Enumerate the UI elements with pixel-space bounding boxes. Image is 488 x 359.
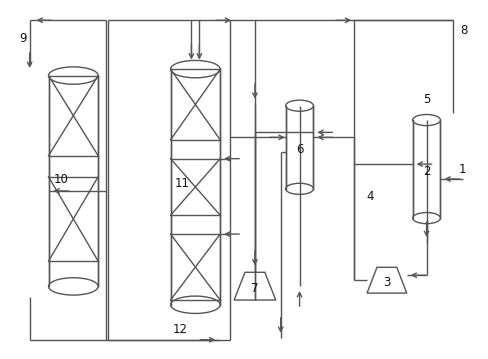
Bar (285, 106, 313, 189)
Bar (48, 75, 98, 286)
Ellipse shape (285, 100, 313, 111)
Bar (413, 120, 441, 218)
Text: 6: 6 (296, 143, 304, 156)
Text: 3: 3 (383, 276, 390, 289)
Text: 8: 8 (460, 24, 468, 37)
Ellipse shape (413, 213, 441, 224)
Bar (171, 69, 220, 305)
Text: 2: 2 (423, 164, 430, 178)
Text: 10: 10 (54, 173, 69, 186)
Ellipse shape (171, 296, 220, 313)
Ellipse shape (48, 67, 98, 84)
Ellipse shape (413, 115, 441, 126)
Text: 4: 4 (366, 190, 374, 203)
Ellipse shape (285, 183, 313, 194)
Ellipse shape (171, 60, 220, 78)
Polygon shape (234, 272, 276, 300)
Text: 7: 7 (251, 282, 259, 295)
Text: 12: 12 (173, 323, 188, 336)
Text: 5: 5 (423, 93, 430, 106)
Polygon shape (367, 267, 407, 293)
Ellipse shape (48, 278, 98, 295)
Text: 1: 1 (458, 163, 466, 176)
Text: 9: 9 (20, 32, 27, 45)
Text: 11: 11 (175, 177, 190, 191)
